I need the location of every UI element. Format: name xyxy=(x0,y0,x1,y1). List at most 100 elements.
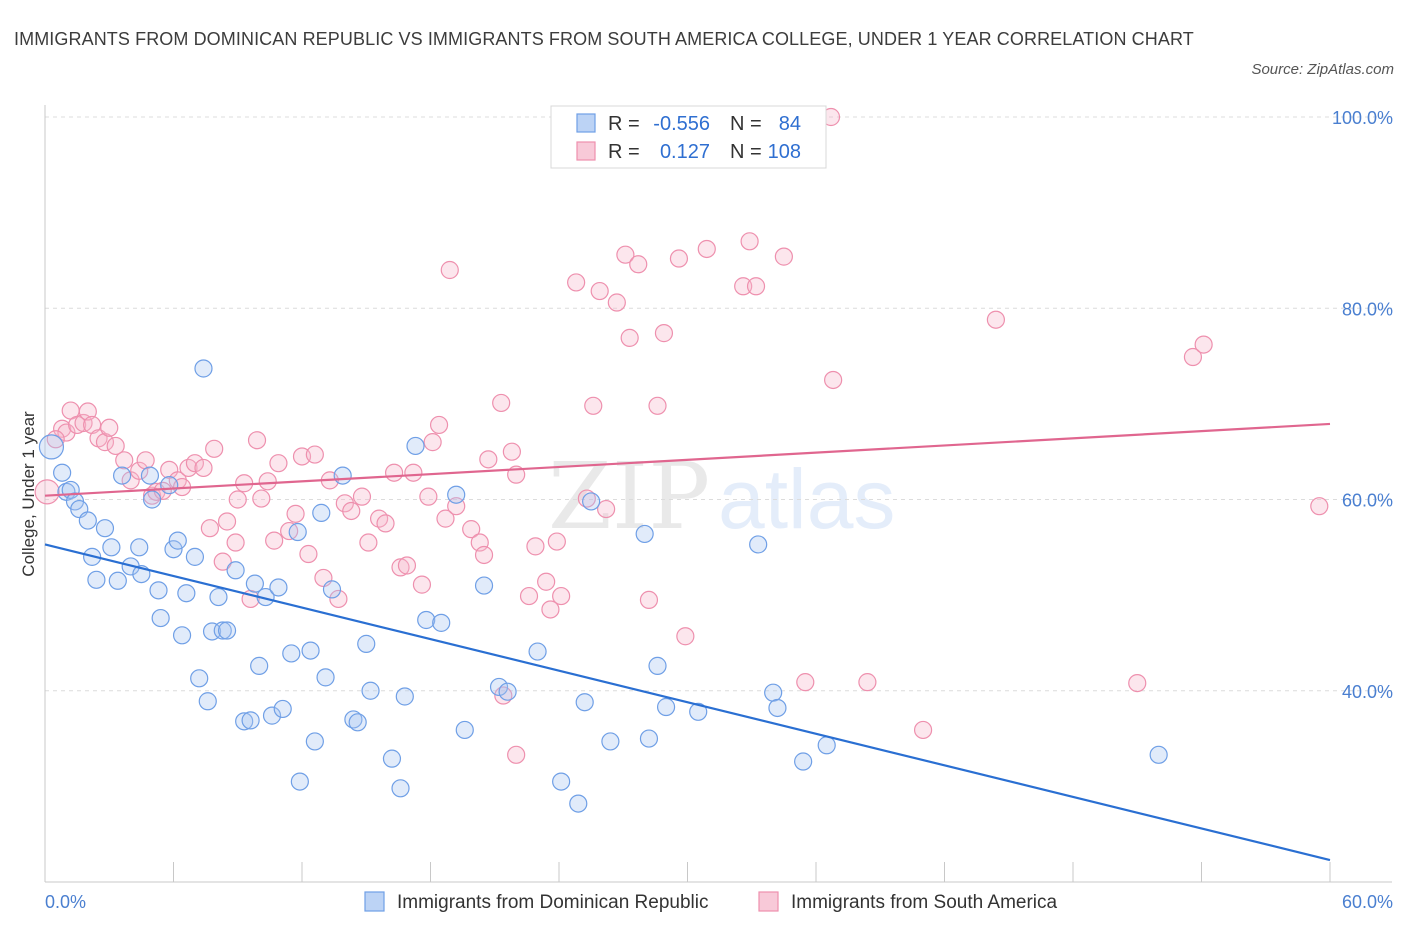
point-south-america xyxy=(265,531,284,550)
point-dominican-republic xyxy=(226,561,245,580)
point-south-america xyxy=(429,415,449,435)
point-dominican-republic xyxy=(528,642,547,661)
point-south-america xyxy=(462,520,481,539)
point-dominican-republic xyxy=(648,656,667,675)
point-dominican-republic xyxy=(305,732,324,751)
point-south-america xyxy=(384,463,404,482)
point-south-america xyxy=(412,575,432,594)
point-south-america xyxy=(194,458,213,478)
point-dominican-republic xyxy=(160,476,179,495)
series-south-america xyxy=(34,107,1329,764)
watermark: ZIP atlas xyxy=(548,443,895,550)
point-dominican-republic xyxy=(288,522,307,542)
point-dominican-republic xyxy=(53,463,72,482)
y-axis-label: College, Under 1 year xyxy=(19,411,38,577)
point-dominican-republic xyxy=(250,656,269,675)
trend-lines xyxy=(44,422,1331,862)
point-south-america xyxy=(676,627,695,646)
point-dominican-republic xyxy=(575,693,594,712)
point-south-america xyxy=(342,501,361,521)
legend-n-label: N = xyxy=(730,141,762,163)
point-south-america xyxy=(213,552,232,571)
y-tick-label: 40.0% xyxy=(1342,682,1393,702)
point-south-america xyxy=(228,490,247,509)
point-dominican-republic xyxy=(357,634,376,653)
legend-n-value-pink: 108 xyxy=(768,141,801,163)
point-dominican-republic xyxy=(142,490,162,509)
tick-labels: 40.0% 60.0% 80.0% 100.0% 0.0% 60.0% xyxy=(45,108,1393,912)
point-south-america xyxy=(130,461,149,480)
point-south-america xyxy=(607,293,626,312)
point-south-america xyxy=(1128,673,1147,693)
y-tick-label: 100.0% xyxy=(1332,108,1393,128)
point-south-america xyxy=(95,433,115,452)
point-dominican-republic xyxy=(95,519,115,538)
point-south-america xyxy=(115,451,134,470)
point-south-america xyxy=(526,537,545,556)
point-dominican-republic xyxy=(112,466,132,485)
point-south-america xyxy=(648,396,667,415)
point-dominican-republic xyxy=(78,511,97,530)
legend-n-label: N = xyxy=(730,113,762,135)
point-south-america xyxy=(200,519,220,538)
point-dominican-republic xyxy=(417,610,436,630)
point-south-america xyxy=(654,324,674,343)
point-dominican-republic xyxy=(552,772,571,791)
bottom-legend-label-blue: Immigrants from Dominican Republic xyxy=(397,892,709,913)
point-south-america xyxy=(226,533,245,552)
point-south-america xyxy=(68,415,87,435)
point-south-america xyxy=(597,499,616,519)
point-dominican-republic xyxy=(290,772,309,791)
point-dominican-republic xyxy=(455,720,474,740)
point-south-america xyxy=(519,586,539,606)
point-dominican-republic xyxy=(689,702,708,721)
point-dominican-republic xyxy=(102,538,121,557)
point-dominican-republic xyxy=(768,698,787,718)
point-south-america xyxy=(740,232,759,251)
bottom-legend-label-pink: Immigrants from South America xyxy=(791,892,1058,913)
point-south-america xyxy=(419,487,438,506)
bottom-legend-swatch-blue xyxy=(364,891,385,912)
point-dominican-republic xyxy=(198,692,217,711)
point-dominican-republic xyxy=(382,749,402,768)
point-south-america xyxy=(305,445,324,464)
point-dominican-republic xyxy=(241,711,260,730)
trend-line-dominican-republic xyxy=(44,543,1331,862)
point-south-america xyxy=(552,586,571,606)
point-south-america xyxy=(474,545,494,565)
legend-n-value-blue: 84 xyxy=(779,113,801,135)
point-dominican-republic xyxy=(395,687,414,706)
point-south-america xyxy=(1310,497,1329,516)
point-south-america xyxy=(391,558,410,577)
series-dominican-republic xyxy=(38,359,1168,813)
point-dominican-republic xyxy=(601,732,620,751)
point-south-america xyxy=(106,436,125,456)
point-south-america xyxy=(824,370,843,390)
point-south-america xyxy=(590,281,609,301)
point-south-america xyxy=(286,504,305,523)
point-dominican-republic xyxy=(194,359,213,378)
point-dominican-republic xyxy=(312,503,331,522)
point-dominican-republic xyxy=(273,699,292,719)
point-dominican-republic xyxy=(149,581,168,600)
point-south-america xyxy=(329,589,348,609)
legend-r-label: R = xyxy=(608,141,640,163)
point-south-america xyxy=(669,249,689,268)
point-dominican-republic xyxy=(432,613,451,632)
point-dominican-republic xyxy=(361,681,380,700)
point-dominican-republic xyxy=(108,571,127,590)
point-dominican-republic xyxy=(130,538,149,557)
point-south-america xyxy=(774,247,793,266)
y-tick-label: 60.0% xyxy=(1342,491,1393,511)
point-south-america xyxy=(547,532,566,551)
point-south-america xyxy=(1183,347,1203,367)
point-dominican-republic xyxy=(87,570,106,589)
point-dominican-republic xyxy=(474,576,494,595)
point-dominican-republic xyxy=(639,729,659,748)
point-south-america xyxy=(541,600,560,619)
point-dominican-republic xyxy=(213,621,232,640)
bottom-legend: Immigrants from Dominican Republic Immig… xyxy=(364,891,1058,913)
point-south-america xyxy=(697,239,716,259)
point-south-america xyxy=(247,431,267,450)
